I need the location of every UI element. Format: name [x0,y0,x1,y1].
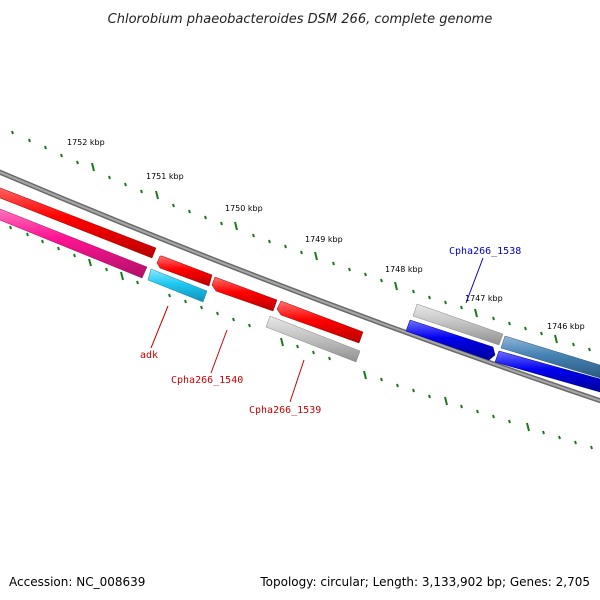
ruler-ticks-outer [11,130,591,352]
gene-labels: adk Cpha266_1540 Cpha266_1539 Cpha266_15… [140,246,521,416]
page-title: Chlorobium phaeobacteroides DSM 266, com… [108,12,493,27]
gene-label-cpha266-1539: Cpha266_1539 [249,405,321,416]
leader-cpha1539 [289,359,305,403]
cds-gray-1539 [265,315,361,363]
cds-red-adk [156,255,213,287]
cds-blue-right [494,350,600,393]
tick-label-1747: 1747 kbp [465,294,503,303]
cds-gray-1538 [412,303,504,346]
cds-steelblue [500,335,600,379]
ruler-ticks-inner [9,225,593,450]
gene-label-adk: adk [140,350,158,361]
label-leaders [150,257,484,403]
cds-red-left [0,187,157,259]
leader-cpha1538 [465,257,484,304]
tick-label-1746: 1746 kbp [547,322,585,331]
genome-backbone [0,169,600,404]
cds-cyan-adk [147,268,208,303]
cds-magenta-left [0,208,148,279]
accession-text: Accession: NC_008639 [9,575,145,589]
cds-blue-left [405,319,496,361]
leader-adk [150,305,169,349]
gene-label-cpha266-1538: Cpha266_1538 [449,246,521,257]
tick-label-1750: 1750 kbp [225,204,263,213]
tick-label-1751: 1751 kbp [146,172,184,181]
tick-label-1749: 1749 kbp [305,235,343,244]
leader-cpha1540 [210,329,228,374]
genome-summary-text: Topology: circular; Length: 3,133,902 bp… [259,575,590,589]
cds-red-1539 [276,300,364,344]
ruler-tick-labels: 1752 kbp 1751 kbp 1750 kbp 1749 kbp 1748… [67,138,585,331]
cds-features [0,187,600,393]
cds-red-1540 [211,276,278,312]
tick-label-1752: 1752 kbp [67,138,105,147]
gene-label-cpha266-1540: Cpha266_1540 [171,375,243,386]
tick-label-1748: 1748 kbp [385,265,423,274]
